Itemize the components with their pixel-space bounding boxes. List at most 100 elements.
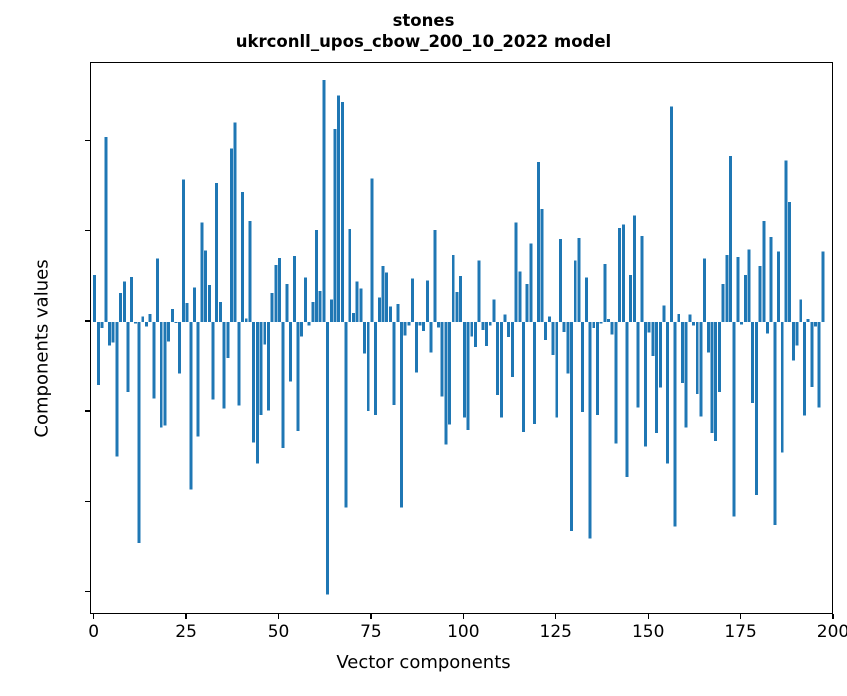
bar [318, 291, 322, 322]
bar [411, 278, 415, 322]
x-axis-tick-label: 0 [88, 622, 100, 642]
bar [551, 321, 555, 356]
bar [311, 302, 315, 322]
bar [93, 274, 97, 322]
bar [518, 271, 522, 322]
bar [263, 321, 267, 345]
bar [333, 128, 337, 322]
bar [329, 299, 333, 322]
bar [119, 293, 123, 322]
bar [292, 256, 296, 322]
bar [610, 321, 614, 335]
bar [536, 162, 540, 322]
bar [544, 321, 548, 340]
bar [618, 228, 622, 322]
bar [322, 80, 326, 322]
bar [181, 179, 185, 322]
x-axis-tick-label: 175 [724, 622, 757, 642]
bar [655, 321, 659, 433]
bar [570, 321, 574, 532]
bar [595, 321, 599, 415]
bar [422, 321, 426, 331]
bar [241, 191, 245, 322]
bar [765, 321, 769, 334]
bar [799, 299, 803, 322]
bar [703, 258, 707, 322]
bar [285, 283, 289, 322]
bar [204, 250, 208, 322]
bar [802, 321, 806, 416]
bar [444, 321, 448, 445]
bar [396, 303, 400, 322]
bar [215, 182, 219, 322]
bar [607, 319, 610, 322]
bar [351, 312, 355, 322]
bar [226, 321, 230, 358]
x-axis-tick-label: 25 [175, 622, 197, 642]
bar [170, 309, 174, 322]
bar [769, 237, 773, 322]
bar [710, 321, 714, 433]
bar [780, 321, 784, 453]
bar [677, 313, 681, 322]
bar [178, 321, 182, 374]
bar [481, 321, 485, 330]
bar [278, 257, 281, 322]
bar [540, 209, 544, 322]
bar [374, 321, 378, 415]
bar [337, 95, 341, 322]
bar [307, 321, 311, 326]
bar [96, 321, 100, 385]
bar [104, 136, 108, 322]
bar [473, 321, 477, 348]
bar [448, 321, 452, 425]
bar [108, 321, 111, 346]
bar [636, 321, 640, 408]
bar [152, 321, 156, 399]
bar [418, 321, 422, 326]
bar [133, 321, 137, 324]
bar [377, 297, 381, 322]
bar [196, 321, 200, 437]
bar [229, 148, 233, 322]
bar-series [93, 80, 825, 595]
bar [762, 220, 766, 322]
bar [477, 260, 481, 322]
bar [640, 236, 644, 322]
bar [584, 277, 588, 322]
bar [740, 321, 744, 325]
bar [507, 321, 511, 338]
bar [407, 321, 411, 326]
bar [555, 321, 559, 418]
bar [788, 201, 792, 322]
bar [470, 321, 474, 337]
bar [514, 222, 518, 322]
bar [680, 321, 684, 384]
bar [344, 321, 348, 508]
bar [614, 321, 618, 444]
bar [340, 101, 344, 322]
bar [644, 321, 647, 447]
bar [137, 321, 141, 543]
x-axis-tick-label: 200 [816, 622, 847, 642]
y-axis-label: Components values [31, 259, 53, 438]
bar [573, 260, 577, 322]
bar [692, 321, 696, 326]
bar [233, 122, 237, 322]
bar [211, 321, 215, 400]
x-axis-tick-label: 75 [360, 622, 382, 642]
x-axis-tick-label: 150 [631, 622, 665, 642]
bar [244, 318, 248, 322]
bar [115, 321, 119, 457]
bar [167, 321, 171, 342]
bar [414, 321, 418, 373]
bar [159, 321, 163, 428]
bar [266, 321, 270, 411]
bar [174, 321, 178, 323]
bar [144, 321, 148, 327]
bar [758, 265, 762, 322]
bar [200, 222, 204, 322]
bar [658, 321, 662, 388]
bar [466, 321, 470, 431]
bar [499, 321, 503, 418]
